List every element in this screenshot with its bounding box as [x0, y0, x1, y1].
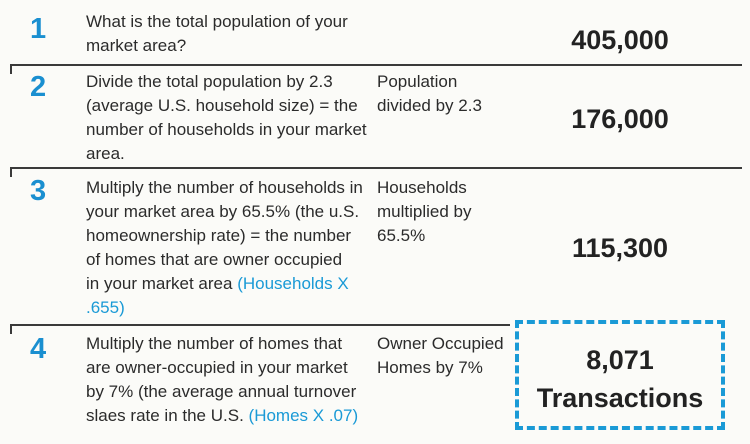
formula-reference: (Homes X .07) — [248, 406, 359, 425]
description-line: number of households in your market — [86, 120, 367, 139]
result-value: 115,300 — [571, 233, 669, 263]
result-value: 8,071 — [586, 345, 654, 375]
step-formula: Owner Occupied Homes by 7% — [377, 332, 504, 380]
step-formula: Population divided by 2.3 — [377, 70, 482, 118]
formula-line: 65.5% — [377, 226, 426, 245]
row-divider — [10, 167, 742, 169]
description-line: by 7% (the average annual turnover — [86, 382, 357, 401]
description-line: .655) — [86, 296, 363, 320]
row-divider-tick — [10, 64, 12, 74]
formula-line: Owner Occupied — [377, 334, 504, 353]
step-description: Divide the total population by 2.3 (aver… — [86, 70, 367, 166]
result-unit: Transactions — [536, 383, 704, 413]
row-divider — [10, 64, 742, 66]
formula-line: Population — [377, 72, 458, 91]
formula-line: multiplied by — [377, 202, 472, 221]
description-line: slaes rate in the U.S. (Homes X .07) — [86, 406, 359, 425]
formula-line: divided by 2.3 — [377, 96, 482, 115]
step-number: 1 — [30, 13, 47, 45]
description-line: are owner-occupied in your market — [86, 358, 348, 377]
description-line: area. — [86, 144, 125, 163]
description-line: market area? — [86, 36, 187, 55]
description-line: (average U.S. household size) = the — [86, 96, 358, 115]
row-divider-tick — [10, 167, 12, 177]
step-description: Multiply the number of households in you… — [86, 176, 363, 320]
result-value: 405,000 — [571, 25, 669, 55]
step-number: 4 — [30, 333, 47, 365]
step-formula: Households multiplied by 65.5% — [377, 176, 472, 248]
step-number: 3 — [30, 175, 47, 207]
step-description: What is the total population of your mar… — [86, 10, 348, 58]
description-line: of homes that are owner occupied — [86, 250, 343, 269]
description-line: Multiply the number of homes that — [86, 334, 343, 353]
formula-line: Homes by 7% — [377, 358, 483, 377]
row-divider-tick — [10, 324, 12, 334]
description-line: your market area by 65.5% (the u.S. — [86, 202, 360, 221]
description-line: Divide the total population by 2.3 — [86, 72, 333, 91]
formula-reference: (Households X — [237, 274, 349, 293]
description-line: What is the total population of your — [86, 12, 348, 31]
formula-reference: .655) — [86, 298, 125, 317]
step-number: 2 — [30, 71, 47, 103]
description-line: Multiply the number of households in — [86, 178, 363, 197]
step-description: Multiply the number of homes that are ow… — [86, 332, 358, 428]
description-line: homeownership rate) = the number — [86, 226, 352, 245]
transactions-callout: 8,071 Transactions — [515, 320, 725, 430]
result-value: 176,000 — [571, 104, 669, 134]
row-divider — [10, 324, 510, 326]
description-line: in your market area (Households X — [86, 274, 349, 293]
formula-line: Households — [377, 178, 467, 197]
